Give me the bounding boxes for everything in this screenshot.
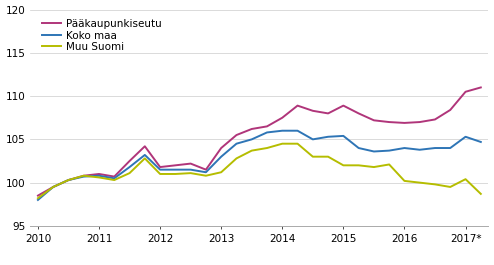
Koko maa (81, 175, 87, 178)
Koko maa (35, 198, 41, 202)
Muu Suomi (203, 174, 209, 177)
Muu Suomi (402, 179, 408, 183)
Muu Suomi (356, 164, 362, 167)
Muu Suomi (264, 147, 270, 150)
Koko maa (126, 165, 132, 169)
Muu Suomi (218, 171, 224, 174)
Pääkaupunkiseutu (142, 145, 148, 148)
Koko maa (188, 168, 194, 171)
Muu Suomi (279, 142, 285, 145)
Legend: Pääkaupunkiseutu, Koko maa, Muu Suomi: Pääkaupunkiseutu, Koko maa, Muu Suomi (40, 17, 164, 54)
Koko maa (417, 148, 423, 151)
Muu Suomi (432, 183, 438, 186)
Muu Suomi (157, 173, 163, 176)
Pääkaupunkiseutu (432, 118, 438, 121)
Pääkaupunkiseutu (157, 165, 163, 169)
Line: Pääkaupunkiseutu: Pääkaupunkiseutu (38, 87, 481, 196)
Line: Muu Suomi: Muu Suomi (38, 144, 481, 198)
Pääkaupunkiseutu (81, 174, 87, 177)
Koko maa (234, 142, 240, 145)
Muu Suomi (371, 165, 377, 169)
Pääkaupunkiseutu (402, 121, 408, 125)
Pääkaupunkiseutu (249, 127, 255, 131)
Koko maa (310, 138, 316, 141)
Muu Suomi (294, 142, 300, 145)
Koko maa (325, 135, 331, 138)
Koko maa (371, 150, 377, 153)
Koko maa (294, 129, 300, 132)
Line: Koko maa: Koko maa (38, 131, 481, 200)
Muu Suomi (35, 197, 41, 200)
Muu Suomi (111, 178, 117, 182)
Pääkaupunkiseutu (111, 175, 117, 178)
Pääkaupunkiseutu (371, 119, 377, 122)
Pääkaupunkiseutu (417, 121, 423, 124)
Pääkaupunkiseutu (264, 125, 270, 128)
Muu Suomi (96, 176, 102, 179)
Pääkaupunkiseutu (35, 194, 41, 197)
Pääkaupunkiseutu (447, 108, 453, 112)
Pääkaupunkiseutu (126, 160, 132, 163)
Koko maa (172, 168, 178, 171)
Muu Suomi (172, 173, 178, 176)
Pääkaupunkiseutu (96, 173, 102, 176)
Koko maa (66, 178, 72, 182)
Pääkaupunkiseutu (279, 116, 285, 119)
Koko maa (96, 174, 102, 177)
Muu Suomi (478, 192, 484, 196)
Pääkaupunkiseutu (294, 104, 300, 107)
Koko maa (432, 147, 438, 150)
Muu Suomi (340, 164, 346, 167)
Koko maa (279, 129, 285, 132)
Koko maa (402, 147, 408, 150)
Muu Suomi (249, 149, 255, 152)
Pääkaupunkiseutu (478, 86, 484, 89)
Muu Suomi (462, 178, 468, 181)
Koko maa (447, 147, 453, 150)
Muu Suomi (234, 157, 240, 160)
Koko maa (264, 131, 270, 134)
Muu Suomi (417, 181, 423, 184)
Koko maa (218, 155, 224, 158)
Muu Suomi (188, 171, 194, 175)
Koko maa (50, 186, 56, 189)
Muu Suomi (310, 155, 316, 158)
Muu Suomi (81, 174, 87, 177)
Koko maa (203, 171, 209, 174)
Muu Suomi (66, 178, 72, 182)
Pääkaupunkiseutu (462, 90, 468, 93)
Koko maa (386, 149, 392, 152)
Muu Suomi (142, 157, 148, 160)
Pääkaupunkiseutu (340, 104, 346, 107)
Pääkaupunkiseutu (325, 112, 331, 115)
Pääkaupunkiseutu (188, 162, 194, 165)
Koko maa (142, 153, 148, 157)
Koko maa (340, 134, 346, 138)
Pääkaupunkiseutu (310, 109, 316, 112)
Muu Suomi (447, 186, 453, 189)
Pääkaupunkiseutu (218, 147, 224, 150)
Pääkaupunkiseutu (234, 134, 240, 137)
Pääkaupunkiseutu (172, 164, 178, 167)
Muu Suomi (126, 171, 132, 175)
Koko maa (249, 138, 255, 141)
Pääkaupunkiseutu (356, 112, 362, 115)
Koko maa (356, 147, 362, 150)
Muu Suomi (386, 163, 392, 166)
Muu Suomi (50, 186, 56, 189)
Pääkaupunkiseutu (386, 121, 392, 124)
Pääkaupunkiseutu (203, 168, 209, 171)
Koko maa (462, 135, 468, 138)
Muu Suomi (325, 155, 331, 158)
Koko maa (157, 168, 163, 171)
Pääkaupunkiseutu (50, 186, 56, 189)
Koko maa (478, 140, 484, 144)
Koko maa (111, 177, 117, 180)
Pääkaupunkiseutu (66, 178, 72, 182)
